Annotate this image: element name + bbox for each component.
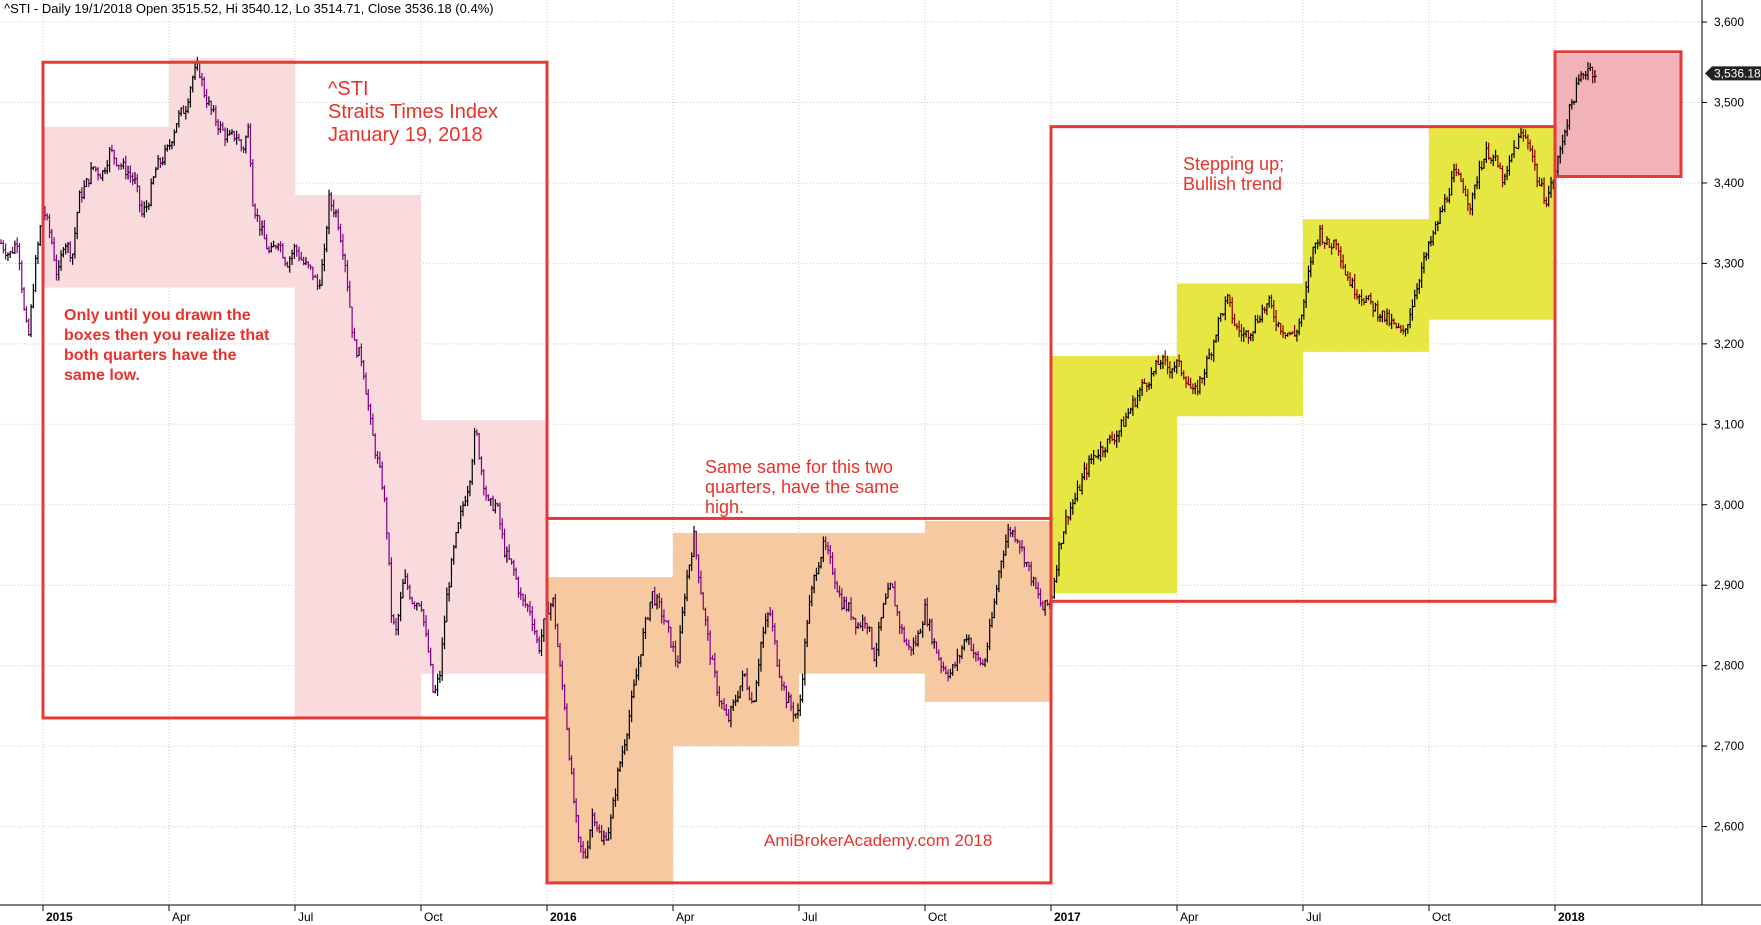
quarter-box — [421, 420, 547, 674]
y-tick-label: 2,800 — [1714, 659, 1744, 673]
y-tick-label: 2,900 — [1714, 578, 1744, 592]
x-tick-label: Oct — [928, 910, 947, 924]
note-2016: Same same for this two quarters, have th… — [705, 457, 899, 517]
title-annotation: ^STI Straits Times Index January 19, 201… — [328, 78, 498, 147]
quarter-box — [925, 520, 1051, 702]
outline-box — [41, 60, 549, 720]
y-tick-label: 2,700 — [1714, 739, 1744, 753]
title-line-2: Straits Times Index — [328, 101, 499, 123]
outline-box — [1049, 125, 1557, 603]
quarter-box — [1051, 355, 1177, 594]
chart-header: ^STI - Daily 19/1/2018 Open 3515.52, Hi … — [4, 1, 494, 16]
note-2015-line-4: same low. — [64, 367, 140, 384]
note-2016-line-1: Same same for this two — [705, 457, 894, 477]
watermark: AmiBrokerAcademy.com 2018 — [764, 831, 993, 850]
quarter-box — [295, 195, 421, 718]
note-2016-line-2: quarters, have the same — [705, 477, 900, 497]
note-2015-line-2: boxes then you realize that — [64, 327, 270, 344]
x-tick-label: 2016 — [550, 910, 577, 924]
x-tick-label: 2018 — [1558, 910, 1585, 924]
quarter-box — [169, 58, 295, 288]
quarter-box — [673, 532, 799, 747]
note-2015-line-3: both quarters have the — [64, 347, 237, 364]
x-tick-label: Jul — [802, 910, 817, 924]
title-line-3: January 19, 2018 — [328, 124, 483, 146]
outline-box — [1553, 50, 1683, 179]
x-tick-label: Apr — [676, 910, 695, 924]
x-tick-label: Apr — [1180, 910, 1199, 924]
quarter-box — [1177, 283, 1303, 417]
x-tick-label: Oct — [424, 910, 443, 924]
note-2016-line-3: high. — [705, 497, 745, 517]
x-tick-label: Jul — [1306, 910, 1321, 924]
note-2015: Only until you drawn the boxes then you … — [64, 306, 269, 386]
last-price-tag: 3,536.18 — [1705, 66, 1761, 81]
y-tick-label: 3,200 — [1714, 337, 1744, 351]
y-tick-label: 2,600 — [1714, 820, 1744, 834]
quarter-range-boxes — [43, 54, 1681, 883]
y-tick-label: 3,500 — [1714, 95, 1744, 109]
y-tick-label: 3,400 — [1714, 176, 1744, 190]
note-2017-line-1: Stepping up; — [1183, 154, 1285, 174]
y-tick-label: 3,300 — [1714, 256, 1744, 270]
note-2015-line-1: Only until you drawn the — [64, 307, 251, 324]
quarter-box — [799, 532, 925, 674]
last-price-tag-shape — [1705, 66, 1761, 81]
quarter-box — [547, 577, 673, 883]
price-series — [0, 56, 1597, 859]
outline-box — [545, 516, 1053, 885]
note-2017: Stepping up; Bullish trend — [1183, 154, 1284, 194]
outline-boxes — [41, 50, 1683, 885]
x-tick-label: 2017 — [1054, 910, 1081, 924]
title-line-1: ^STI — [328, 78, 369, 100]
y-tick-label: 3,100 — [1714, 417, 1744, 431]
quarter-box — [43, 126, 169, 288]
quarter-box — [1555, 54, 1681, 175]
x-tick-label: Oct — [1432, 910, 1451, 924]
quarter-box — [1429, 126, 1555, 320]
x-tick-label: Jul — [298, 910, 313, 924]
y-tick-label: 3,600 — [1714, 15, 1744, 29]
x-tick-label: Apr — [172, 910, 191, 924]
note-2017-line-2: Bullish trend — [1183, 174, 1283, 194]
x-tick-label: 2015 — [46, 910, 73, 924]
last-price-label: 3,536.18 — [1714, 66, 1761, 80]
y-tick-label: 3,000 — [1714, 498, 1744, 512]
